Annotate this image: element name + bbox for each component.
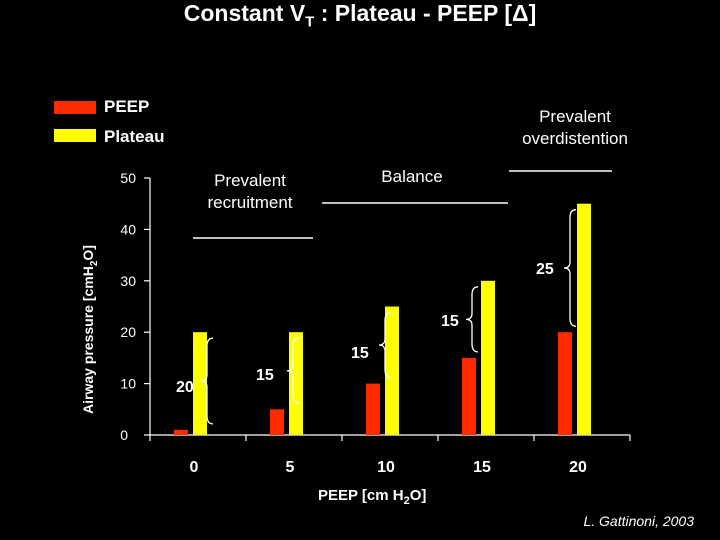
- y-axis-label: Airway pressure [cmH2O]: [80, 245, 100, 414]
- legend-swatch-peep: [54, 101, 96, 114]
- delta-label-1: 15: [256, 367, 274, 384]
- bar-plateau-5: [289, 332, 303, 435]
- annotation-recruitment: Prevalent recruitment: [207, 171, 293, 212]
- x-axis-label: PEEP [cm H2O]: [318, 487, 427, 507]
- legend-swatch-plateau: [54, 129, 96, 142]
- bar-peep-0: [174, 429, 188, 435]
- y-tick-label-0: 0: [120, 427, 128, 443]
- annotation-balance: Balance: [381, 167, 443, 186]
- bar-plateau-0: [193, 332, 207, 435]
- bar-plateau-10: [385, 306, 399, 435]
- brace-3: [465, 286, 479, 353]
- x-tick-label-5: 5: [286, 459, 295, 476]
- bar-peep-20: [558, 332, 572, 435]
- x-tick-label-10: 10: [377, 459, 395, 476]
- y-tick-label-50: 50: [120, 170, 136, 186]
- chart-title: Constant VT : Plateau - PEEP [Δ]: [183, 0, 537, 31]
- brace-2: [378, 311, 392, 379]
- annotation-overdistention: Prevalent overdistention: [522, 107, 628, 148]
- delta-label-4: 25: [536, 261, 554, 278]
- x-tick-label-0: 0: [190, 459, 199, 476]
- delta-label-2: 15: [351, 345, 369, 362]
- bar-plateau-15: [481, 280, 495, 435]
- brace-1: [286, 337, 300, 404]
- x-tick-label-20: 20: [569, 459, 587, 476]
- delta-label-0: 20: [176, 379, 194, 396]
- brace-0: [200, 337, 214, 425]
- bar-plateau-20: [577, 203, 591, 435]
- legend-label-peep: PEEP: [104, 97, 150, 116]
- y-tick-label-10: 10: [120, 376, 136, 392]
- bar-peep-5: [270, 409, 284, 435]
- x-tick-label-15: 15: [473, 459, 491, 476]
- y-tick-label-30: 30: [120, 273, 136, 289]
- legend-label-plateau: Plateau: [104, 127, 165, 146]
- y-tick-label-40: 40: [120, 221, 136, 237]
- credit-text: L. Gattinoni, 2003: [583, 513, 694, 529]
- y-tick-label-20: 20: [120, 324, 136, 340]
- bar-peep-15: [462, 357, 476, 435]
- bar-peep-10: [366, 383, 380, 435]
- delta-label-3: 15: [441, 313, 459, 330]
- brace-4: [563, 209, 577, 327]
